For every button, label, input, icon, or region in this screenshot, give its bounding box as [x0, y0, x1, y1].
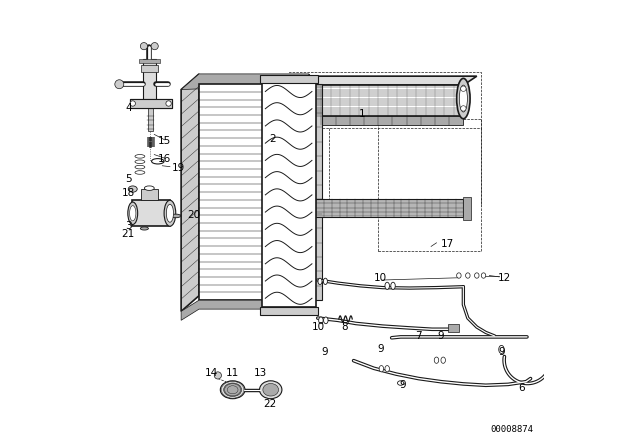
- Ellipse shape: [465, 273, 470, 278]
- Ellipse shape: [435, 357, 439, 363]
- Ellipse shape: [474, 273, 479, 278]
- Bar: [293, 199, 463, 217]
- Ellipse shape: [171, 214, 180, 218]
- Polygon shape: [181, 74, 199, 311]
- Ellipse shape: [385, 366, 389, 372]
- Ellipse shape: [397, 381, 404, 385]
- Bar: [199, 84, 308, 300]
- Ellipse shape: [128, 202, 138, 224]
- Text: 21: 21: [122, 229, 135, 239]
- Circle shape: [461, 86, 466, 91]
- Text: 20: 20: [187, 210, 200, 220]
- Ellipse shape: [460, 85, 467, 112]
- Ellipse shape: [260, 381, 282, 399]
- Text: 5: 5: [125, 174, 132, 184]
- Ellipse shape: [391, 282, 396, 289]
- Circle shape: [140, 43, 147, 50]
- Ellipse shape: [319, 317, 323, 323]
- Ellipse shape: [288, 84, 298, 117]
- Bar: [293, 85, 463, 116]
- Bar: [147, 108, 153, 131]
- Polygon shape: [293, 76, 477, 85]
- Bar: [260, 307, 317, 315]
- Text: 17: 17: [441, 239, 454, 249]
- Text: 11: 11: [226, 368, 239, 378]
- Ellipse shape: [129, 206, 136, 221]
- Ellipse shape: [318, 278, 322, 284]
- Text: 16: 16: [158, 154, 171, 164]
- Text: 22: 22: [263, 399, 276, 409]
- Text: 00008874: 00008874: [490, 425, 533, 434]
- Text: 10: 10: [312, 322, 325, 332]
- Ellipse shape: [140, 227, 148, 230]
- Bar: [293, 116, 463, 125]
- Text: 2: 2: [269, 134, 276, 144]
- Text: 9: 9: [498, 347, 505, 357]
- Bar: [289, 197, 296, 220]
- Text: 15: 15: [158, 136, 171, 146]
- Ellipse shape: [152, 159, 164, 164]
- Bar: [129, 99, 172, 108]
- Bar: [132, 200, 170, 226]
- Text: 9: 9: [399, 380, 406, 390]
- Text: 12: 12: [498, 273, 511, 283]
- Ellipse shape: [385, 282, 389, 289]
- Ellipse shape: [263, 383, 278, 396]
- Bar: [141, 189, 158, 200]
- Text: 9: 9: [377, 345, 384, 354]
- Ellipse shape: [379, 366, 383, 372]
- Ellipse shape: [456, 78, 470, 119]
- Ellipse shape: [166, 204, 173, 222]
- Text: 14: 14: [205, 368, 218, 378]
- Bar: [463, 197, 472, 220]
- Bar: [448, 324, 459, 332]
- Text: 3: 3: [125, 221, 132, 231]
- Polygon shape: [181, 74, 308, 90]
- Bar: [260, 75, 317, 83]
- Ellipse shape: [481, 273, 486, 278]
- Text: 19: 19: [172, 163, 184, 173]
- Ellipse shape: [324, 317, 328, 323]
- Text: 9: 9: [438, 331, 444, 341]
- Ellipse shape: [128, 186, 137, 192]
- Bar: [262, 83, 316, 307]
- Ellipse shape: [223, 383, 241, 396]
- Circle shape: [214, 372, 221, 379]
- Circle shape: [151, 43, 158, 50]
- Text: 10: 10: [374, 273, 387, 283]
- Bar: [129, 99, 172, 108]
- Bar: [143, 59, 156, 99]
- Bar: [308, 84, 322, 300]
- Ellipse shape: [457, 273, 461, 278]
- Text: 8: 8: [341, 322, 348, 332]
- Text: 18: 18: [122, 188, 135, 198]
- Text: 9: 9: [321, 347, 328, 357]
- Bar: [138, 59, 160, 63]
- Bar: [378, 119, 481, 251]
- Polygon shape: [181, 300, 308, 320]
- Circle shape: [130, 101, 136, 106]
- Bar: [141, 65, 158, 72]
- Ellipse shape: [323, 278, 328, 284]
- Ellipse shape: [164, 200, 176, 226]
- Text: 6: 6: [518, 383, 525, 392]
- Circle shape: [166, 101, 172, 106]
- Ellipse shape: [145, 186, 154, 190]
- Circle shape: [461, 106, 466, 111]
- Text: 4: 4: [125, 103, 132, 112]
- Text: 1: 1: [359, 109, 366, 119]
- Ellipse shape: [220, 381, 245, 399]
- Polygon shape: [199, 74, 308, 84]
- Ellipse shape: [441, 357, 445, 363]
- Text: 7: 7: [415, 331, 422, 341]
- Text: 13: 13: [254, 368, 268, 378]
- Ellipse shape: [499, 345, 504, 353]
- Circle shape: [115, 80, 124, 89]
